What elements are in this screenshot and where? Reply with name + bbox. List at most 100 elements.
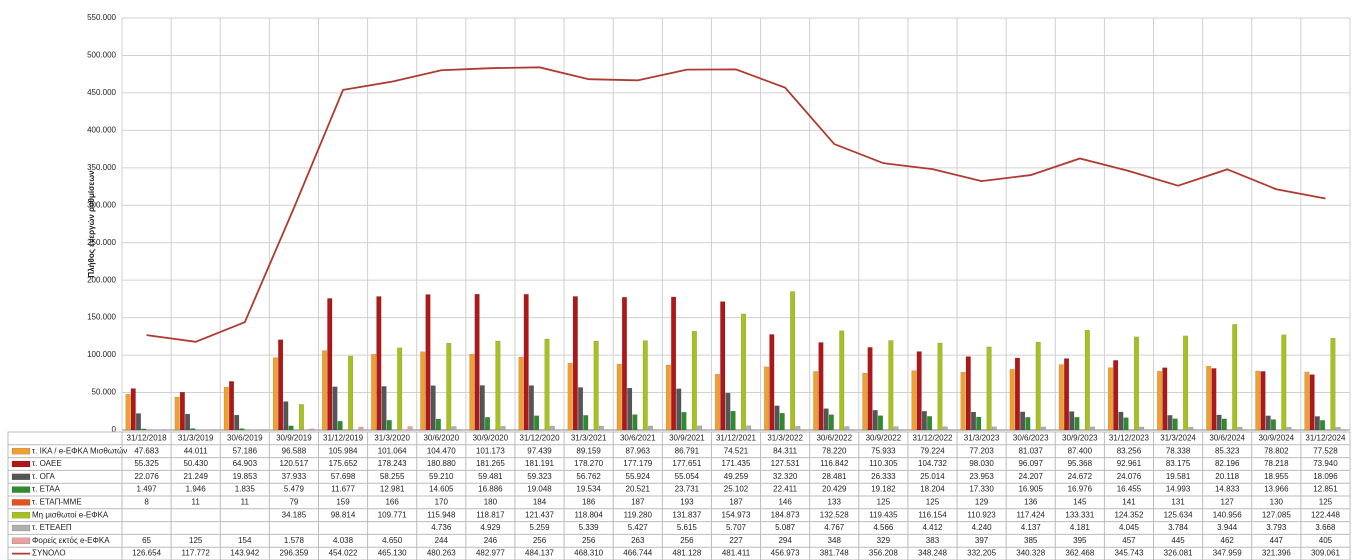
- bar: [1206, 365, 1212, 431]
- table-cell: 125: [926, 498, 940, 507]
- bar: [500, 426, 506, 431]
- table-cell: 59.481: [478, 472, 503, 481]
- table-cell: 119.280: [624, 510, 653, 519]
- table-cell: 78.338: [1166, 446, 1191, 455]
- table-cell: 1.497: [137, 485, 158, 494]
- table-cell: 4.566: [873, 523, 894, 532]
- bar: [1107, 367, 1113, 431]
- table-cell: 125: [877, 498, 891, 507]
- bar: [309, 428, 315, 431]
- bar: [741, 313, 747, 431]
- table-cell: 121.437: [525, 510, 554, 519]
- table-cell: 14.993: [1166, 485, 1191, 494]
- bar: [234, 414, 240, 431]
- table-cell: 104.470: [427, 446, 456, 455]
- table-cell: 24.207: [1018, 472, 1043, 481]
- bar: [485, 417, 491, 431]
- table-cell: 3.784: [1168, 523, 1189, 532]
- table-cell: 178.243: [378, 459, 407, 468]
- table-cell: 166: [385, 498, 399, 507]
- bar: [1172, 418, 1178, 431]
- table-cell: 16.905: [1018, 485, 1043, 494]
- bar: [1025, 417, 1031, 431]
- y-tick-label: 50.000: [92, 388, 117, 397]
- bar: [386, 420, 392, 431]
- bar: [991, 426, 997, 431]
- table-cell: 22.411: [773, 485, 797, 494]
- table-cell: 3.793: [1266, 523, 1287, 532]
- y-tick-label: 0: [112, 425, 117, 434]
- bar: [1260, 371, 1266, 431]
- line: [146, 66, 1326, 343]
- table-cell: 329: [877, 536, 891, 545]
- bar: [1167, 415, 1173, 431]
- x-tick-label: 30/6/2020: [423, 434, 459, 443]
- table-cell: 482.977: [476, 549, 505, 558]
- y-axis-label: Πλήθος ενεργών ρυθμίσεων: [87, 170, 96, 278]
- bar: [174, 396, 180, 431]
- table-cell: 84.311: [773, 446, 797, 455]
- table-cell: 64.903: [233, 459, 258, 468]
- x-tick-label: 30/6/2022: [816, 434, 852, 443]
- legend-label: τ. ΕΤΑΠ-ΜΜΕ: [32, 498, 82, 507]
- table-cell: 116.842: [820, 459, 849, 468]
- table-cell: 78.802: [1264, 446, 1289, 455]
- table-cell: 1.835: [235, 485, 256, 494]
- x-tick-label: 30/9/2019: [276, 434, 312, 443]
- bar: [179, 392, 185, 431]
- bar: [1211, 368, 1217, 431]
- table-cell: 120.517: [279, 459, 308, 468]
- table-cell: 480.263: [427, 549, 456, 558]
- table-cell: 332.205: [967, 549, 996, 558]
- table-cell: 55.325: [134, 459, 159, 468]
- table-cell: 37.933: [282, 472, 307, 481]
- table-cell: 193: [680, 498, 694, 507]
- bar: [1009, 369, 1015, 431]
- bar: [1255, 370, 1261, 431]
- bar: [823, 408, 829, 431]
- table-cell: 50.430: [183, 459, 208, 468]
- table-cell: 55.054: [675, 472, 700, 481]
- bar: [715, 373, 721, 431]
- bar: [495, 340, 501, 431]
- bar: [965, 356, 971, 431]
- table-cell: 122.448: [1311, 510, 1340, 519]
- table-cell: 22.076: [134, 472, 159, 481]
- bar: [1314, 416, 1320, 431]
- table-cell: 187: [729, 498, 743, 507]
- bar: [1330, 338, 1336, 431]
- table-cell: 13.966: [1264, 485, 1289, 494]
- table-cell: 4.736: [431, 523, 452, 532]
- bar: [665, 364, 671, 431]
- table-cell: 101.064: [378, 446, 407, 455]
- bar: [327, 298, 333, 431]
- bar: [435, 418, 441, 431]
- x-tick-label: 30/9/2022: [866, 434, 902, 443]
- table-cell: 25.014: [920, 472, 945, 481]
- bar: [578, 387, 584, 431]
- bar: [813, 371, 819, 431]
- table-cell: 59.323: [527, 472, 552, 481]
- bar: [272, 357, 278, 431]
- x-tick-label: 30/9/2021: [669, 434, 705, 443]
- table-cell: 18.955: [1264, 472, 1289, 481]
- table-cell: 98.814: [331, 510, 356, 519]
- table-cell: 85.323: [1215, 446, 1240, 455]
- table-cell: 321.396: [1262, 549, 1291, 558]
- table-cell: 4.038: [333, 536, 354, 545]
- table-cell: 79: [289, 498, 298, 507]
- bar: [598, 425, 604, 431]
- y-tick-label: 200.000: [87, 275, 116, 284]
- table-cell: 28.481: [822, 472, 847, 481]
- x-tick-label: 31/12/2022: [912, 434, 953, 443]
- bar: [691, 331, 697, 431]
- table-cell: 92.961: [1117, 459, 1142, 468]
- table-cell: 481.128: [672, 549, 701, 558]
- table-cell: 4.929: [480, 523, 501, 532]
- bar: [348, 355, 354, 431]
- table-cell: 4.045: [1119, 523, 1140, 532]
- table-cell: 141: [1122, 498, 1136, 507]
- table-cell: 96.588: [282, 446, 307, 455]
- bar: [534, 415, 540, 431]
- y-tick-label: 150.000: [87, 313, 116, 322]
